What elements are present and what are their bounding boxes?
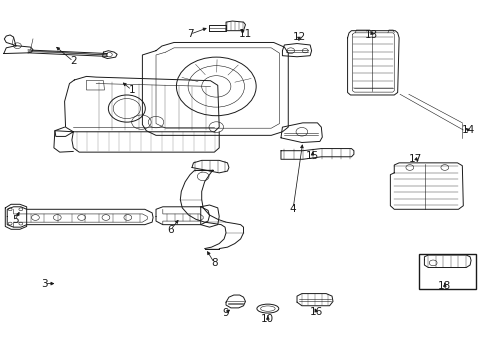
Text: 6: 6 bbox=[167, 225, 174, 235]
Bar bbox=[418, 254, 475, 289]
Text: 8: 8 bbox=[211, 258, 217, 268]
Text: 15: 15 bbox=[305, 151, 319, 161]
Text: 10: 10 bbox=[261, 314, 274, 324]
Text: 9: 9 bbox=[222, 308, 229, 318]
Text: 14: 14 bbox=[461, 125, 474, 135]
Text: 3: 3 bbox=[41, 279, 47, 289]
Text: 4: 4 bbox=[289, 203, 296, 213]
Text: 1: 1 bbox=[128, 85, 135, 95]
Text: 18: 18 bbox=[437, 282, 450, 292]
Text: 11: 11 bbox=[238, 29, 252, 39]
Text: 13: 13 bbox=[365, 30, 378, 40]
Text: 12: 12 bbox=[292, 32, 305, 42]
Text: 17: 17 bbox=[408, 154, 422, 163]
Text: 5: 5 bbox=[12, 215, 18, 225]
Text: 2: 2 bbox=[70, 57, 77, 66]
Text: 16: 16 bbox=[309, 307, 323, 317]
Text: 7: 7 bbox=[186, 29, 193, 39]
